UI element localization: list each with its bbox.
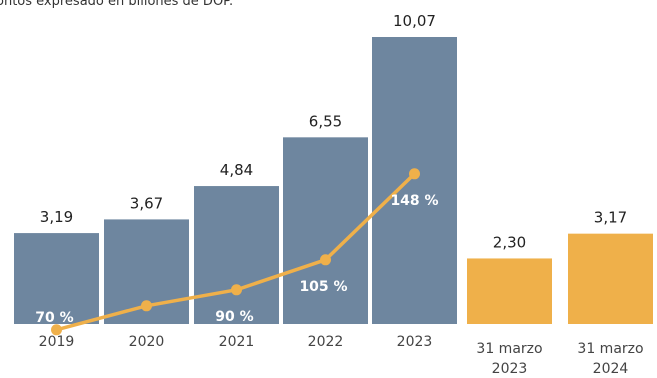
ratio-label-2021: 90 %: [215, 309, 253, 325]
ratio-label-2022: 105 %: [299, 279, 347, 295]
ratio-line-group: 70 % 82 % 90 % 105 % 148 %: [35, 168, 439, 341]
bar-31-marzo-2023: [467, 258, 552, 324]
ratio-point-2020: [141, 300, 152, 312]
ratio-label-2020: 82 %: [125, 325, 163, 341]
bars-group: [14, 37, 653, 324]
ratio-point-2022: [320, 254, 331, 266]
value-labels-group: 3,19 3,67 4,84 6,55 10,07 2,30 3,17: [40, 12, 627, 251]
value-label-2020: 3,67: [130, 194, 163, 212]
chart-title: ontos expresado en billones de DOP.: [0, 0, 233, 9]
x-label-2021: 2021: [219, 334, 255, 350]
x-label-2019: 2019: [39, 334, 75, 350]
ratio-label-2023: 148 %: [390, 193, 438, 209]
bar-2021: [194, 186, 279, 324]
x-label-31-marzo-2023-line1: 31 marzo: [476, 341, 542, 357]
value-label-2022: 6,55: [309, 112, 342, 130]
bar-2019: [14, 233, 99, 324]
x-label-31-marzo-2023-line2: 2023: [492, 361, 528, 377]
bar-2023: [372, 37, 457, 324]
x-label-2022: 2022: [308, 334, 344, 350]
x-label-31-marzo-2024-line1: 31 marzo: [577, 341, 643, 357]
x-label-2023: 2023: [397, 334, 433, 350]
ratio-point-2021: [231, 284, 242, 296]
x-axis-labels-group: 2019 2020 2021 2022 2023 31 marzo 2023 31 marzo…: [39, 334, 644, 377]
value-label-31-marzo-2023: 2,30: [493, 233, 526, 251]
x-label-2020: 2020: [129, 334, 165, 350]
value-label-2021: 4,84: [220, 161, 253, 179]
ratio-point-2019: [51, 324, 62, 336]
x-label-31-marzo-2024-line2: 2024: [593, 361, 629, 377]
ratio-label-2019: 70 %: [35, 310, 73, 326]
ratio-point-2023: [409, 168, 420, 180]
bar-31-marzo-2024: [568, 233, 653, 324]
value-label-2019: 3,19: [40, 208, 73, 226]
value-label-2023: 10,07: [393, 12, 436, 30]
value-label-31-marzo-2024: 3,17: [594, 209, 627, 227]
